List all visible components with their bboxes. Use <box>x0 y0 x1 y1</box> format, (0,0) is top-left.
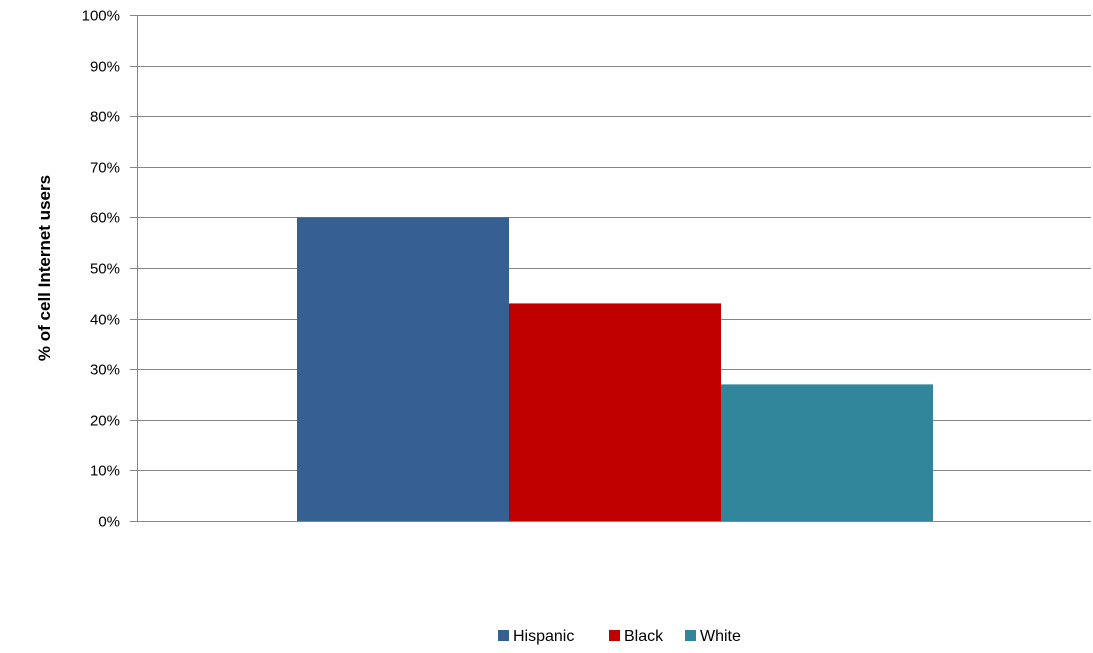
legend-swatch-hispanic <box>498 630 509 641</box>
y-tick-label: 10% <box>90 463 120 480</box>
legend: Hispanic Black White <box>498 628 741 645</box>
y-tick-label: 0% <box>98 514 120 531</box>
legend-label-white: White <box>700 628 741 645</box>
y-tick-label: 100% <box>82 8 120 25</box>
legend-swatch-black <box>609 630 620 641</box>
bar-hispanic <box>297 217 509 521</box>
bar-white <box>721 384 933 521</box>
y-tick-label: 50% <box>90 261 120 278</box>
legend-swatch-white <box>685 630 696 641</box>
y-tick-label: 90% <box>90 59 120 76</box>
y-tick-label: 60% <box>90 210 120 227</box>
y-tick-label: 30% <box>90 362 120 379</box>
bar-black <box>509 303 721 521</box>
legend-label-hispanic: Hispanic <box>513 628 574 645</box>
bars <box>297 217 933 521</box>
legend-label-black: Black <box>624 628 664 645</box>
y-tick-label: 20% <box>90 413 120 430</box>
y-tick-label: 70% <box>90 160 120 177</box>
y-tick-label: 40% <box>90 312 120 329</box>
y-axis-title: % of cell Internet users <box>35 175 54 361</box>
y-tick-label: 80% <box>90 109 120 126</box>
y-axis-tick-labels: 0% 10% 20% 30% 40% 50% 60% 70% 80% 90% 100% <box>82 8 120 531</box>
